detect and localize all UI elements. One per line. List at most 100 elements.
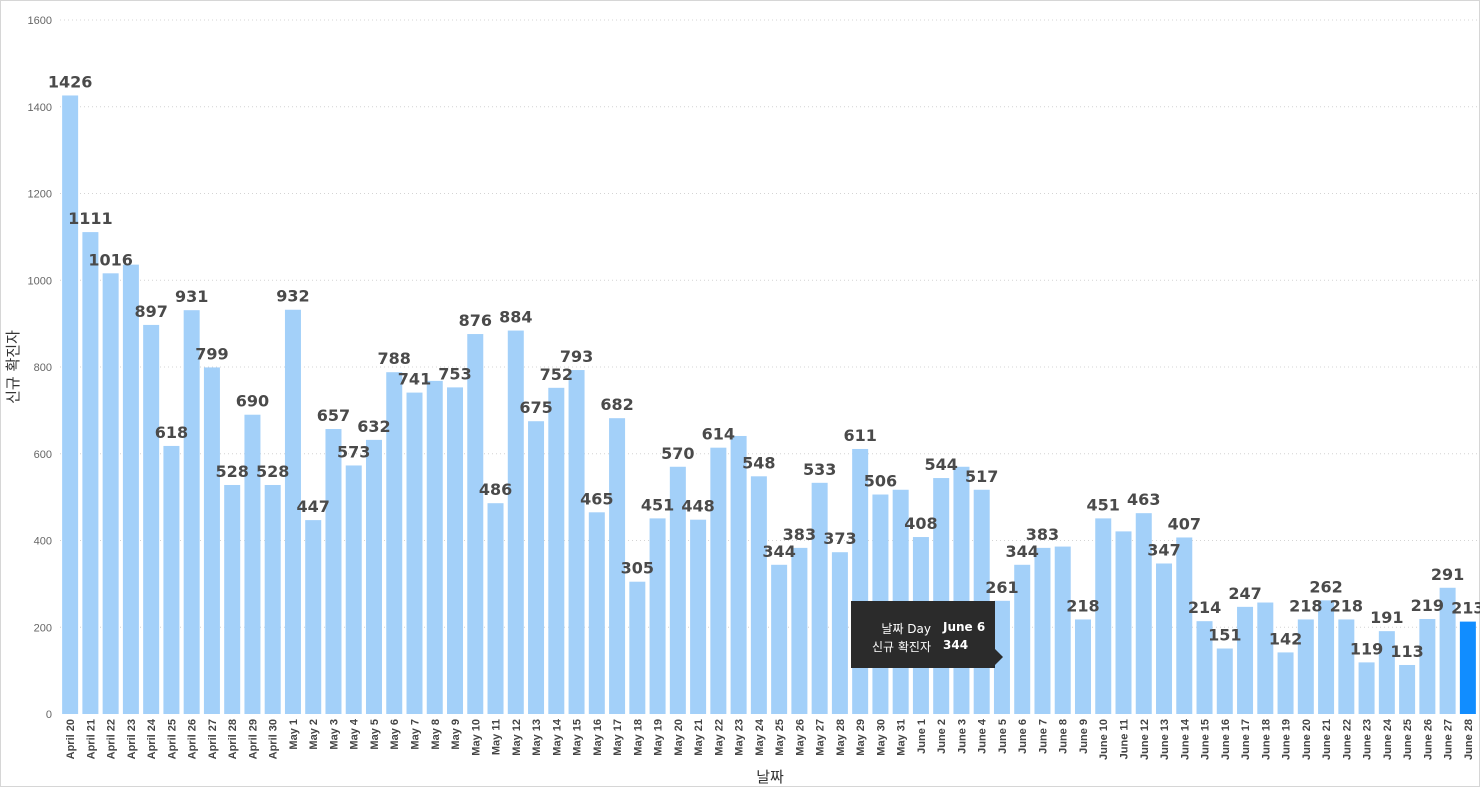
bar[interactable] (1378, 631, 1395, 714)
x-tick-label: June 10 (1098, 719, 1110, 760)
data-label: 1426 (48, 72, 93, 91)
bar[interactable] (1176, 537, 1193, 714)
bar[interactable] (1014, 564, 1031, 714)
y-tick-label: 0 (46, 709, 52, 721)
x-axis-title: 날짜 (756, 768, 784, 786)
data-label: 675 (519, 398, 552, 417)
x-tick-label: June 25 (1402, 719, 1414, 760)
data-label: 486 (479, 480, 512, 499)
bar[interactable] (588, 512, 605, 714)
bar[interactable] (750, 476, 767, 714)
bar[interactable] (143, 324, 160, 714)
bar[interactable] (669, 466, 686, 714)
bar[interactable] (1156, 563, 1173, 714)
bar[interactable] (1318, 600, 1335, 714)
x-tick-label: May 11 (491, 719, 503, 755)
x-tick-label: June 15 (1200, 719, 1212, 760)
data-label: 448 (681, 497, 714, 516)
x-tick-label: April 23 (126, 719, 138, 759)
bar[interactable] (1095, 518, 1112, 714)
bar[interactable] (203, 367, 220, 714)
bars[interactable] (62, 95, 1476, 714)
bar[interactable] (305, 520, 322, 714)
x-axis-ticks: April 20 April 21 April 22 April 23 April 24… (65, 718, 1475, 760)
bar[interactable] (1074, 619, 1091, 714)
bar[interactable] (609, 418, 626, 714)
bar[interactable] (690, 519, 707, 714)
bar[interactable] (649, 518, 666, 714)
bar[interactable] (831, 552, 848, 714)
bar[interactable] (122, 264, 139, 714)
data-label: 884 (499, 308, 532, 327)
data-label: 214 (1188, 598, 1221, 617)
data-label: 573 (337, 442, 370, 461)
x-tick-label: April 24 (146, 718, 158, 759)
bar[interactable] (1399, 664, 1416, 714)
bar[interactable] (1277, 652, 1294, 714)
bar[interactable] (284, 309, 301, 714)
x-tick-label: May 16 (592, 719, 604, 756)
bar[interactable] (426, 380, 443, 714)
bar[interactable] (1196, 621, 1213, 714)
bar[interactable] (82, 232, 99, 714)
bar[interactable] (183, 310, 200, 714)
data-label: 876 (459, 311, 492, 330)
bar[interactable] (62, 95, 79, 714)
bar[interactable] (953, 466, 970, 714)
bar[interactable] (447, 387, 464, 714)
bar[interactable] (1216, 648, 1233, 714)
bar[interactable] (1257, 602, 1274, 714)
x-tick-label: April 28 (227, 719, 239, 759)
bar[interactable] (264, 484, 281, 714)
bar[interactable] (1237, 606, 1254, 714)
bar[interactable] (568, 370, 585, 714)
tooltip-key: 날짜 Day (881, 622, 931, 636)
bar[interactable] (1338, 619, 1355, 714)
data-label: 262 (1309, 577, 1342, 596)
bar[interactable] (325, 429, 342, 714)
x-tick-label: June 6 (1017, 719, 1029, 754)
bar[interactable] (507, 330, 524, 714)
data-label: 218 (1066, 596, 1099, 615)
bar[interactable] (163, 445, 180, 714)
bar[interactable] (1115, 531, 1132, 714)
x-tick-label: June 18 (1260, 719, 1272, 760)
x-tick-label: June 5 (997, 719, 1009, 754)
bar[interactable] (224, 484, 241, 714)
bar[interactable] (345, 465, 362, 714)
bar[interactable] (406, 392, 423, 714)
bar[interactable] (1439, 587, 1456, 714)
bar[interactable] (771, 564, 788, 714)
x-tick-label: June 11 (1119, 719, 1131, 759)
bar[interactable] (1034, 547, 1051, 714)
bar[interactable] (1135, 513, 1152, 714)
bar[interactable] (528, 421, 545, 714)
bar[interactable] (1459, 621, 1476, 714)
bar[interactable] (487, 503, 504, 714)
y-tick-label: 400 (34, 536, 52, 548)
bar[interactable] (467, 334, 484, 714)
bar[interactable] (710, 447, 727, 714)
bar[interactable] (1297, 619, 1314, 714)
bar[interactable] (629, 581, 646, 714)
bar[interactable] (386, 372, 403, 714)
bar[interactable] (244, 414, 261, 714)
bar[interactable] (791, 547, 808, 714)
x-tick-label: May 17 (612, 719, 624, 756)
data-label: 793 (560, 347, 593, 366)
data-label: 465 (580, 489, 613, 508)
x-tick-label: June 27 (1443, 719, 1455, 760)
bar[interactable] (730, 435, 747, 714)
bar[interactable] (365, 439, 382, 714)
bar[interactable] (548, 387, 565, 714)
data-label: 741 (398, 370, 431, 389)
bar[interactable] (1054, 546, 1071, 714)
data-label: 682 (600, 395, 633, 414)
x-tick-label: June 13 (1159, 719, 1171, 760)
bar[interactable] (1358, 662, 1375, 714)
x-tick-label: May 30 (875, 719, 887, 756)
bar[interactable] (1419, 619, 1436, 714)
bar[interactable] (811, 482, 828, 714)
bar[interactable] (102, 273, 119, 714)
x-tick-label: June 3 (956, 719, 968, 754)
